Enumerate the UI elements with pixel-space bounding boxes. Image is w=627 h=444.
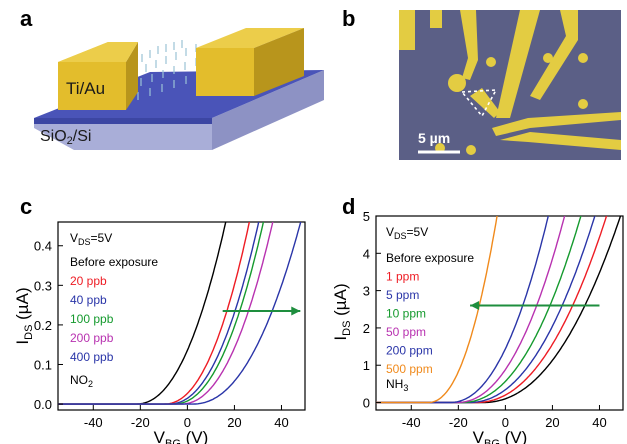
y-tick-label: 2 <box>363 321 370 336</box>
x-axis-label: VBG (V) <box>473 428 528 444</box>
device-micrograph <box>399 10 621 160</box>
metal-lead <box>460 10 478 80</box>
shift-arrow-head <box>470 301 480 311</box>
right-electrode-front <box>196 48 254 96</box>
x-tick-label: -20 <box>131 415 150 430</box>
y-tick-label: 0.1 <box>34 357 52 372</box>
condition-label: VDS=5V <box>70 231 112 247</box>
panel-label-a: a <box>20 6 33 31</box>
metal-lead <box>496 10 540 118</box>
left-electrode-side <box>126 42 138 110</box>
alignment-mark <box>466 145 476 155</box>
legend-entry: 1 ppm <box>386 270 419 284</box>
y-tick-label: 0.0 <box>34 397 52 412</box>
oxide-edge <box>34 118 212 124</box>
legend-entry: 50 ppm <box>386 325 426 339</box>
legend-entry: 100 ppb <box>70 312 114 326</box>
electrode-label: Ti/Au <box>66 79 105 98</box>
y-tick-label: 0.3 <box>34 278 52 293</box>
legend-entry: 40 ppb <box>70 293 107 307</box>
substrate-right <box>212 70 324 150</box>
scale-label: 5 µm <box>418 130 450 146</box>
y-tick-label: 1 <box>363 358 370 373</box>
series-line <box>376 216 498 404</box>
x-tick-label: 20 <box>227 415 241 430</box>
legend-entry: 400 ppb <box>70 350 114 364</box>
alignment-mark <box>578 53 588 63</box>
contact-pad <box>430 10 442 28</box>
right-electrode-top <box>196 28 304 48</box>
legend-entry: 200 ppm <box>386 344 433 358</box>
legend-entry: 500 ppm <box>386 362 433 376</box>
legend-entry: 10 ppm <box>386 307 426 321</box>
y-tick-label: 0.4 <box>34 239 52 254</box>
y-tick-label: 3 <box>363 284 370 299</box>
panel-label-d: d <box>342 194 356 219</box>
y-axis-label: IDS (µA) <box>331 283 353 340</box>
alignment-mark <box>543 53 553 63</box>
device-schematic <box>34 28 324 150</box>
metal-lead <box>500 132 621 150</box>
metal-lead <box>530 10 578 100</box>
shift-arrow-head <box>291 306 301 316</box>
x-tick-label: -20 <box>449 415 468 430</box>
x-tick-label: 0 <box>502 415 509 430</box>
right-electrode-side <box>254 28 304 96</box>
alignment-mark <box>448 74 466 92</box>
x-tick-label: 0 <box>184 415 191 430</box>
x-tick-label: 40 <box>274 415 288 430</box>
legend-entry: 200 ppb <box>70 331 114 345</box>
series-line <box>58 222 302 405</box>
panel-label-c: c <box>20 194 33 219</box>
alignment-mark <box>486 57 496 67</box>
plot-frame <box>375 215 624 411</box>
contact-pad <box>399 10 415 50</box>
flake-outline <box>460 89 498 118</box>
x-tick-label: -40 <box>402 415 421 430</box>
metal-lead <box>492 112 621 136</box>
legend-entry: 5 ppm <box>386 288 419 302</box>
metal-lead <box>470 88 500 118</box>
gas-label: NO2 <box>70 373 93 389</box>
legend-entry: Before exposure <box>386 251 474 265</box>
x-tick-label: 40 <box>592 415 606 430</box>
alignment-mark <box>578 99 588 109</box>
substrate-label: SiO2/Si <box>40 128 91 147</box>
plot-frame <box>57 221 306 411</box>
x-axis-label: VBG (V) <box>154 428 209 444</box>
chart-c: -40 -20 0 20 40 0.0 0.1 0.2 0.3 0.4 IDS (µA) VBG … <box>13 221 306 444</box>
y-tick-label: 0.2 <box>34 318 52 333</box>
gas-label: NH3 <box>386 377 408 393</box>
condition-label: VDS=5V <box>386 225 428 241</box>
y-tick-label: 0 <box>363 396 370 411</box>
left-electrode-topface <box>58 42 138 62</box>
x-tick-label: 20 <box>545 415 559 430</box>
y-tick-label: 4 <box>363 246 370 261</box>
legend-entry: 20 ppb <box>70 274 107 288</box>
y-axis-label: IDS (µA) <box>13 287 35 344</box>
y-tick-label: 5 <box>363 209 370 224</box>
legend-entry: Before exposure <box>70 255 158 269</box>
panel-label-b: b <box>342 6 356 31</box>
x-tick-label: -40 <box>84 415 103 430</box>
left-electrode-front <box>58 62 126 110</box>
substrate-front <box>34 118 212 150</box>
